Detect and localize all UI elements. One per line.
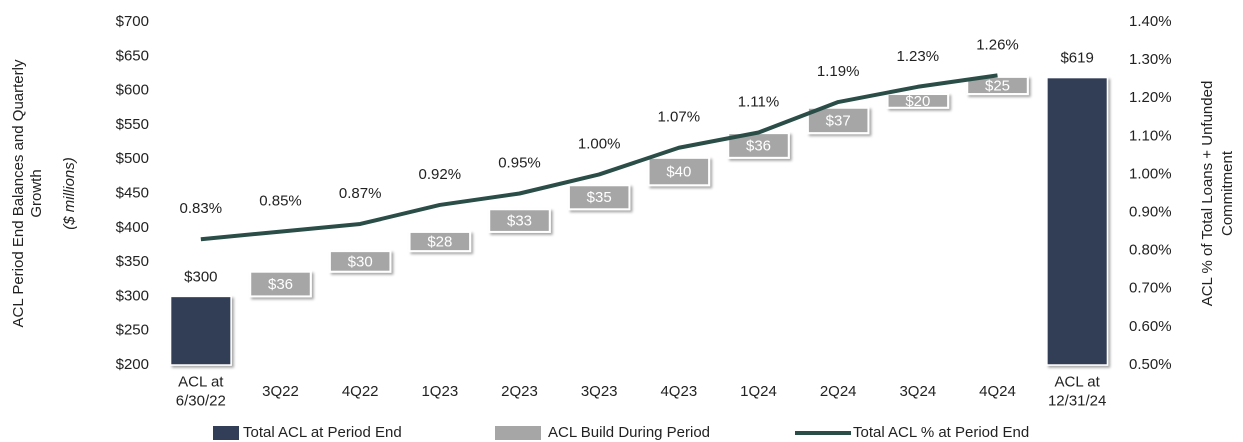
total-bar bbox=[169, 295, 232, 366]
line-value-label: 0.85% bbox=[259, 193, 302, 210]
x-tick-label: 2Q24 bbox=[820, 383, 857, 400]
total-bar bbox=[1046, 76, 1109, 366]
build-value-label: $20 bbox=[905, 93, 930, 110]
y-tick-label: $250 bbox=[116, 322, 149, 339]
y2-tick-label: 0.80% bbox=[1129, 242, 1172, 259]
y-tick-label: $650 bbox=[116, 47, 149, 64]
line-value-label: 0.92% bbox=[419, 166, 462, 183]
x-tick-label: 4Q24 bbox=[979, 383, 1016, 400]
y-tick-label: $500 bbox=[116, 150, 149, 167]
y2-tick-label: 1.00% bbox=[1129, 165, 1172, 182]
line-value-label: 1.19% bbox=[817, 63, 860, 80]
bar-value-label: $300 bbox=[184, 268, 217, 285]
line-value-label: 1.26% bbox=[976, 36, 1019, 53]
line-value-label: 0.95% bbox=[498, 154, 541, 171]
legend-label: Total ACL % at Period End bbox=[853, 424, 1029, 441]
x-tick-label: 3Q22 bbox=[262, 383, 299, 400]
y-tick-label: $450 bbox=[116, 184, 149, 201]
y-tick-label: $300 bbox=[116, 287, 149, 304]
build-value-label: $40 bbox=[666, 164, 691, 181]
build-bar bbox=[727, 132, 790, 159]
x-tick-label: 1Q23 bbox=[421, 383, 458, 400]
legend-label: Total ACL at Period End bbox=[243, 424, 402, 441]
build-bar bbox=[249, 270, 312, 298]
y-axis-title: ACL Period End Balances and QuarterlyGro… bbox=[10, 59, 45, 327]
x-tick-label: 4Q23 bbox=[660, 383, 697, 400]
build-bar bbox=[567, 184, 631, 211]
x-tick-label: ACL at 6/30/22 bbox=[176, 373, 226, 409]
build-bar bbox=[806, 106, 870, 135]
build-value-label: $33 bbox=[507, 213, 532, 230]
x-tick-label: 3Q23 bbox=[581, 383, 618, 400]
build-bar bbox=[328, 250, 392, 273]
build-value-label: $30 bbox=[348, 253, 373, 270]
y-tick-label: $200 bbox=[116, 356, 149, 373]
y-tick-label: $350 bbox=[116, 253, 149, 270]
y-tick-label: $550 bbox=[116, 116, 149, 133]
y2-tick-label: 1.30% bbox=[1129, 51, 1172, 68]
build-bar bbox=[647, 156, 711, 187]
y-tick-label: $600 bbox=[116, 82, 149, 99]
y2-tick-label: 1.20% bbox=[1129, 89, 1172, 106]
legend-swatch bbox=[213, 426, 239, 440]
build-value-label: $36 bbox=[746, 137, 771, 154]
build-bar bbox=[408, 230, 472, 253]
build-value-label: $35 bbox=[587, 189, 612, 206]
line-value-label: 1.11% bbox=[738, 93, 779, 110]
build-value-label: $37 bbox=[826, 112, 851, 129]
y-tick-label: $700 bbox=[116, 13, 149, 30]
x-tick-label: 2Q23 bbox=[501, 383, 538, 400]
y2-tick-label: 0.90% bbox=[1129, 204, 1172, 221]
acl-pct-line bbox=[200, 73, 998, 242]
build-value-label: $25 bbox=[985, 77, 1010, 94]
y2-tick-label: 0.50% bbox=[1129, 356, 1172, 373]
line-value-label: 1.00% bbox=[578, 135, 621, 152]
line-value-label: 0.83% bbox=[180, 200, 223, 217]
build-bar bbox=[886, 93, 950, 109]
y-axis-unit: ($ millions) bbox=[61, 157, 78, 230]
x-tick-label: 3Q24 bbox=[899, 383, 936, 400]
y2-tick-label: 1.10% bbox=[1129, 127, 1172, 144]
bar-value-label: $619 bbox=[1060, 50, 1093, 67]
build-value-label: $36 bbox=[268, 276, 293, 293]
x-tick-label: ACL at 12/31/24 bbox=[1048, 373, 1106, 409]
y2-tick-label: 0.70% bbox=[1129, 280, 1172, 297]
x-tick-label: 1Q24 bbox=[740, 383, 777, 400]
legend-label: ACL Build During Period bbox=[548, 424, 710, 441]
build-value-label: $28 bbox=[427, 233, 452, 250]
y2-axis-title: ACL % of Total Loans + Unfunded Commitmen… bbox=[1199, 81, 1236, 307]
line-value-label: 1.23% bbox=[897, 48, 940, 65]
y2-tick-label: 1.40% bbox=[1129, 13, 1172, 30]
y2-tick-label: 0.60% bbox=[1129, 318, 1172, 335]
y-tick-label: $400 bbox=[116, 219, 149, 236]
x-tick-label: 4Q22 bbox=[342, 383, 379, 400]
build-bar bbox=[488, 208, 551, 233]
line-value-label: 1.07% bbox=[658, 109, 701, 126]
legend-swatch bbox=[495, 426, 541, 440]
line-value-label: 0.87% bbox=[339, 185, 382, 202]
